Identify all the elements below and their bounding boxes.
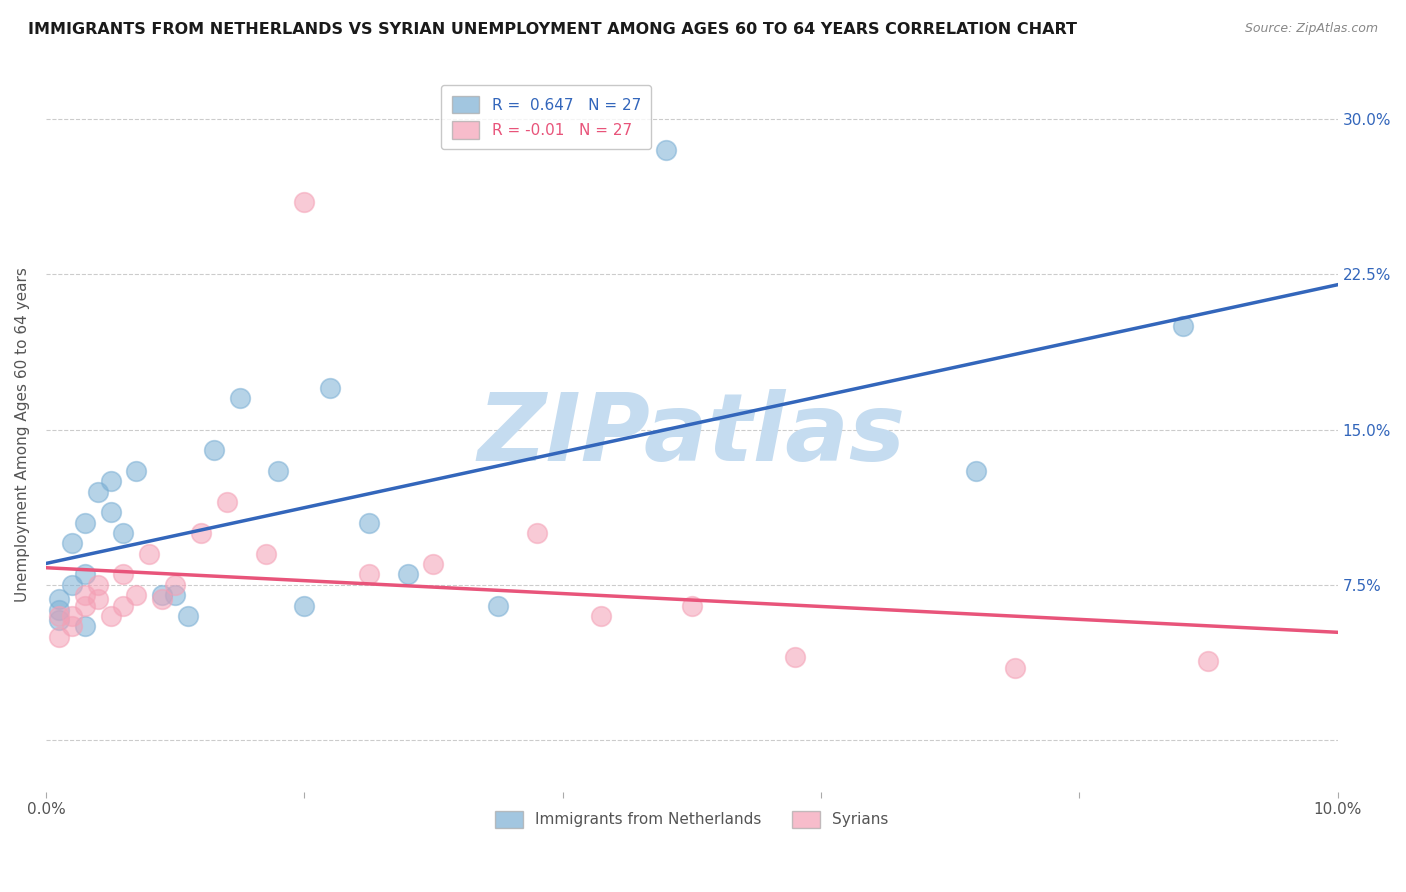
Point	[422, 557, 444, 571]
Point	[60, 578, 83, 592]
Text: ZIPatlas: ZIPatlas	[478, 389, 905, 481]
Point	[202, 443, 225, 458]
Point	[150, 588, 173, 602]
Point	[73, 619, 96, 633]
Point	[228, 392, 250, 406]
Point	[125, 464, 148, 478]
Point	[215, 495, 238, 509]
Point	[48, 613, 70, 627]
Point	[1004, 661, 1026, 675]
Point	[60, 536, 83, 550]
Legend: Immigrants from Netherlands, Syrians: Immigrants from Netherlands, Syrians	[489, 805, 894, 834]
Point	[591, 608, 613, 623]
Point	[73, 599, 96, 613]
Point	[190, 526, 212, 541]
Point	[267, 464, 290, 478]
Point	[357, 567, 380, 582]
Point	[112, 567, 135, 582]
Point	[486, 599, 509, 613]
Y-axis label: Unemployment Among Ages 60 to 64 years: Unemployment Among Ages 60 to 64 years	[15, 268, 30, 602]
Point	[165, 578, 187, 592]
Point	[48, 592, 70, 607]
Point	[60, 608, 83, 623]
Point	[177, 608, 200, 623]
Point	[526, 526, 548, 541]
Point	[100, 475, 122, 489]
Point	[86, 592, 108, 607]
Point	[60, 619, 83, 633]
Point	[1171, 318, 1194, 333]
Point	[138, 547, 160, 561]
Point	[681, 599, 703, 613]
Point	[292, 599, 315, 613]
Point	[73, 516, 96, 530]
Point	[73, 588, 96, 602]
Point	[319, 381, 342, 395]
Point	[292, 194, 315, 209]
Point	[86, 484, 108, 499]
Point	[396, 567, 419, 582]
Point	[86, 578, 108, 592]
Point	[48, 630, 70, 644]
Point	[73, 567, 96, 582]
Point	[165, 588, 187, 602]
Text: IMMIGRANTS FROM NETHERLANDS VS SYRIAN UNEMPLOYMENT AMONG AGES 60 TO 64 YEARS COR: IMMIGRANTS FROM NETHERLANDS VS SYRIAN UN…	[28, 22, 1077, 37]
Point	[254, 547, 277, 561]
Point	[357, 516, 380, 530]
Point	[1198, 655, 1220, 669]
Point	[100, 608, 122, 623]
Point	[785, 650, 807, 665]
Point	[655, 143, 678, 157]
Point	[112, 526, 135, 541]
Point	[965, 464, 987, 478]
Point	[125, 588, 148, 602]
Point	[100, 505, 122, 519]
Text: Source: ZipAtlas.com: Source: ZipAtlas.com	[1244, 22, 1378, 36]
Point	[48, 608, 70, 623]
Point	[48, 603, 70, 617]
Point	[150, 592, 173, 607]
Point	[112, 599, 135, 613]
